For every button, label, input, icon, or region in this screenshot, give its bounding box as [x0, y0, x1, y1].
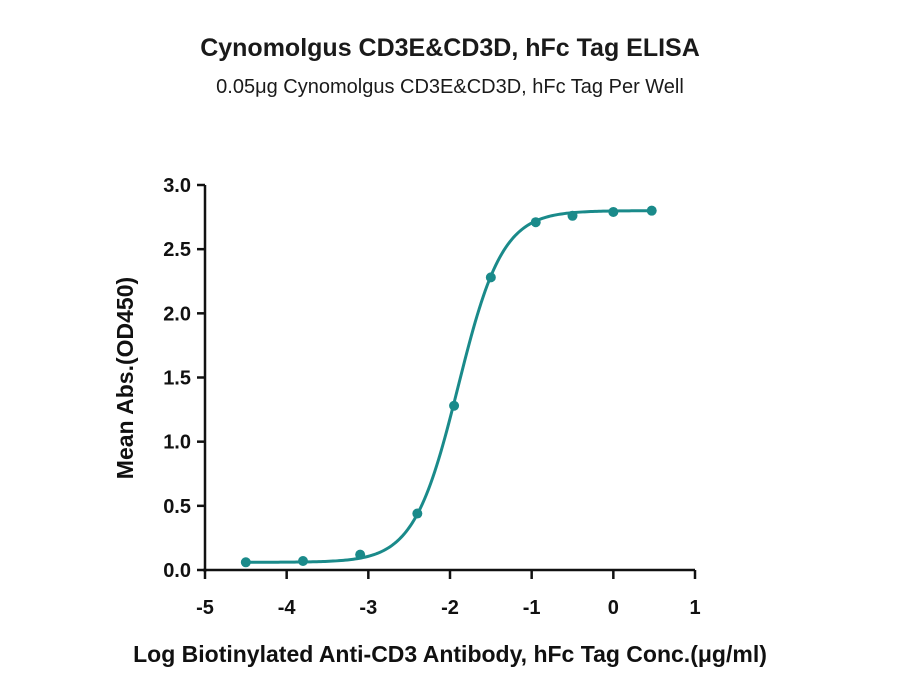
x-axis-title: Log Biotinylated Anti-CD3 Antibody, hFc …	[133, 641, 767, 667]
y-tick-label: 3.0	[163, 175, 191, 197]
axes	[203, 185, 695, 572]
data-point	[412, 508, 423, 519]
data-point	[567, 210, 578, 221]
data-point	[240, 557, 251, 568]
x-tick-label: 1	[689, 597, 700, 619]
y-axis-title: Mean Abs.(OD450)	[112, 277, 138, 479]
data-point	[530, 217, 541, 228]
y-tick-label: 2.0	[163, 303, 191, 325]
ticks: 0.0 0.5 1.0 1.5 2.0 2.5 3.0 -5 -4 -3 -2 -1 0 1	[163, 175, 700, 619]
x-tick-label: -2	[441, 597, 459, 619]
data-point	[485, 272, 496, 283]
y-tick-label: 0.0	[163, 560, 191, 582]
fit-curve	[245, 209, 652, 564]
x-tick-label: -5	[196, 597, 214, 619]
x-tick-label: -4	[278, 597, 297, 619]
x-tick-label: -3	[359, 597, 377, 619]
fit-curve-layer	[245, 209, 652, 564]
x-tick-label: -1	[523, 597, 541, 619]
x-tick-label: 0	[608, 597, 619, 619]
data-point	[355, 549, 366, 560]
chart-title: Cynomolgus CD3E&CD3D, hFc Tag ELISA	[200, 34, 700, 62]
data-point	[449, 400, 460, 411]
y-tick-label: 1.5	[163, 368, 191, 390]
data-point	[646, 205, 657, 216]
data-point	[298, 556, 308, 567]
chart-subtitle: 0.05μg Cynomolgus CD3E&CD3D, hFc Tag Per…	[216, 76, 684, 98]
y-tick-label: 2.5	[163, 239, 191, 261]
y-tick-label: 1.0	[163, 432, 191, 454]
data-point	[608, 206, 619, 217]
data-points	[240, 205, 657, 568]
y-tick-label: 0.5	[163, 496, 191, 518]
